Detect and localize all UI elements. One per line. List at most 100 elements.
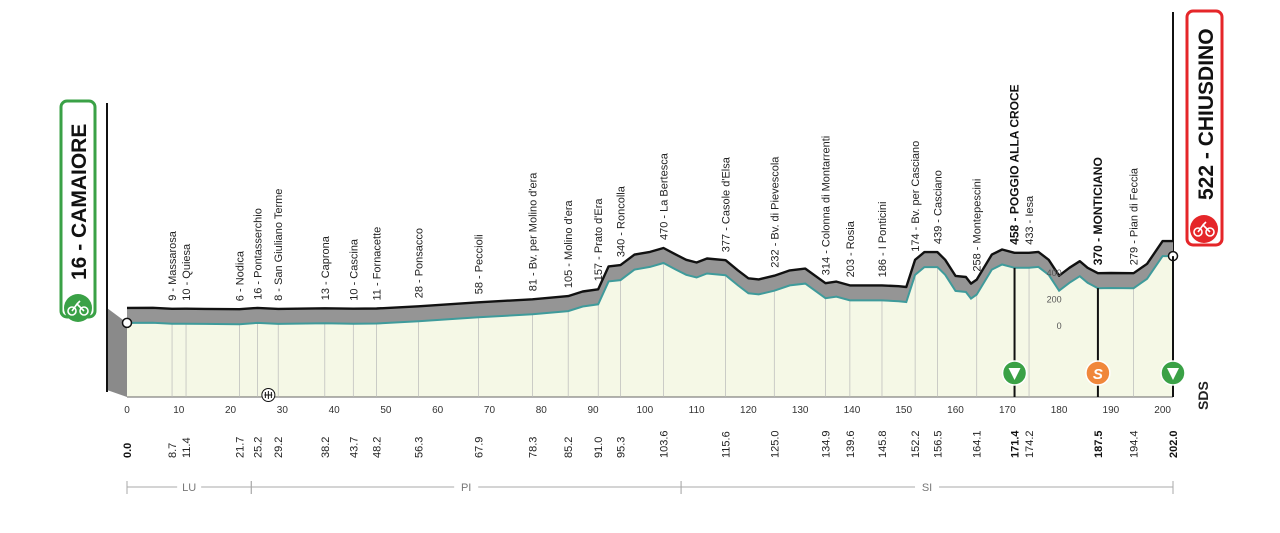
distance-label: 152.2 [910, 430, 922, 458]
km-tick-label: 140 [844, 405, 861, 416]
distance-label: 171.4 [1010, 430, 1022, 458]
distance-label: 85.2 [563, 437, 575, 458]
place-label: 186 - I Ponticini [877, 202, 889, 278]
distance-label: 194.4 [1129, 430, 1141, 458]
km-tick-label: 180 [1051, 405, 1068, 416]
distance-label: 139.6 [845, 430, 857, 458]
place-label: 314 - Colonna di Montarrenti [821, 136, 833, 275]
place-label: 232 - Bv. di Pievescola [769, 156, 781, 268]
place-label: 174 - Bv. per Casciano [910, 141, 922, 252]
km-tick-label: 80 [536, 405, 548, 416]
distance-label: 164.1 [972, 430, 984, 458]
place-label: 8 - San Giuliano Terme [273, 189, 285, 301]
place-label: 203 - Rosia [845, 220, 857, 277]
distance-label: 125.0 [769, 430, 781, 458]
place-label: 105 - Molino d'era [563, 200, 575, 289]
distance-label: 187.5 [1093, 430, 1105, 458]
km-tick-label: 70 [484, 405, 496, 416]
finish-city-label: 522 - CHIUSDINO [1195, 28, 1218, 200]
distance-label: 67.9 [474, 437, 486, 458]
place-label: 58 - Peccioli [474, 234, 486, 294]
place-label: 470 - La Bertesca [659, 152, 671, 240]
place-label: 370 - MONTICIANO [1091, 157, 1105, 265]
km-tick-label: 20 [225, 405, 237, 416]
distance-label: 174.2 [1024, 430, 1036, 458]
km-tick-label: 40 [329, 405, 341, 416]
km-tick-label: 160 [947, 405, 964, 416]
profile-front-face [107, 308, 127, 397]
distance-label: 21.7 [234, 437, 246, 458]
profile-top-surface [127, 241, 1173, 325]
place-label: 340 - Roncolla [616, 185, 628, 257]
place-label: 10 - Cascina [348, 238, 360, 301]
profile-base-area [127, 256, 1173, 397]
sprint-marker-label: S [1093, 366, 1103, 383]
distance-label: 43.7 [348, 437, 360, 458]
region-label-bg [915, 480, 940, 494]
distance-label: 95.3 [616, 437, 628, 458]
distance-label: 156.5 [932, 430, 944, 458]
region-label: SI [922, 482, 932, 494]
place-label: 9 - Massarosa [167, 230, 179, 301]
km-tick-label: 150 [895, 405, 912, 416]
distance-label: 38.2 [320, 437, 332, 458]
profile-elevation-line [126, 255, 1173, 326]
distance-label: 103.6 [659, 430, 671, 458]
gpm-triangle-icon [1008, 368, 1021, 380]
distance-label: 202.0 [1168, 430, 1180, 458]
km-tick-label: 110 [689, 405, 705, 416]
gpm-triangle-icon [1167, 368, 1179, 380]
km-tick-label: 130 [792, 405, 809, 416]
km-tick-label: 120 [740, 405, 757, 416]
km-tick-label: 190 [1103, 405, 1120, 416]
distance-label: 25.2 [253, 437, 265, 458]
distance-label: 145.8 [877, 430, 889, 458]
distance-label: 91.0 [593, 437, 605, 458]
place-label: 439 - Casciano [932, 170, 944, 244]
brand-logo: SDS [1195, 381, 1211, 410]
km-tick-label: 90 [587, 405, 599, 416]
place-label: 458 - POGGIO ALLA CROCE [1008, 84, 1022, 244]
place-label: 10 - Quiesa [181, 243, 193, 301]
place-label: 13 - Caprona [320, 235, 332, 300]
altitude-tick-label: 400 [1047, 268, 1062, 278]
distance-label: 134.9 [821, 430, 833, 458]
place-label: 6 - Nodica [234, 250, 246, 301]
feed-zone-glyph [264, 391, 273, 399]
place-label: 28 - Ponsacco [414, 228, 426, 298]
altitude-tick-label: 200 [1047, 295, 1062, 305]
profile-ridge-line [126, 239, 1173, 311]
place-label: 81 - Bv. per Molino d'era [528, 172, 540, 292]
place-label: 279 - Pian di Feccia [1129, 167, 1141, 265]
region-label-bg [177, 480, 202, 494]
place-label: 157 - Prato d'Era [593, 198, 605, 282]
place-label: 433 - Iesa [1024, 195, 1036, 245]
distance-label: 11.4 [181, 437, 193, 458]
start-badge: 16 - CAMAIORE [59, 99, 97, 322]
km-tick-label: 60 [432, 405, 444, 416]
distance-label: 0.0 [122, 443, 134, 458]
finish-badge: 522 - CHIUSDINO [1185, 9, 1224, 247]
region-label: LU [182, 482, 196, 494]
region-label-bg [454, 480, 479, 494]
distance-label: 115.6 [721, 431, 733, 458]
km-tick-label: 200 [1154, 405, 1171, 416]
place-label: 11 - Fornacette [372, 227, 384, 301]
place-label: 16 - Pontasserchio [253, 208, 265, 300]
region-label: PI [461, 482, 471, 494]
km-tick-label: 170 [999, 405, 1016, 416]
km-tick-label: 30 [277, 405, 289, 416]
place-label: 258 - Montepescini [972, 179, 984, 272]
start-cyclist-icon [64, 294, 92, 322]
km-tick-label: 50 [380, 405, 392, 416]
distance-label: 48.2 [372, 437, 384, 458]
start-city-label: 16 - CAMAIORE [68, 124, 91, 280]
km-tick-label: 0 [124, 405, 130, 416]
distance-label: 8.7 [167, 443, 179, 458]
sprint-marker-icon [1085, 360, 1111, 386]
distance-label: 78.3 [528, 437, 540, 458]
distance-label: 56.3 [414, 437, 426, 458]
place-label: 377 - Casole d'Elsa [721, 156, 733, 252]
